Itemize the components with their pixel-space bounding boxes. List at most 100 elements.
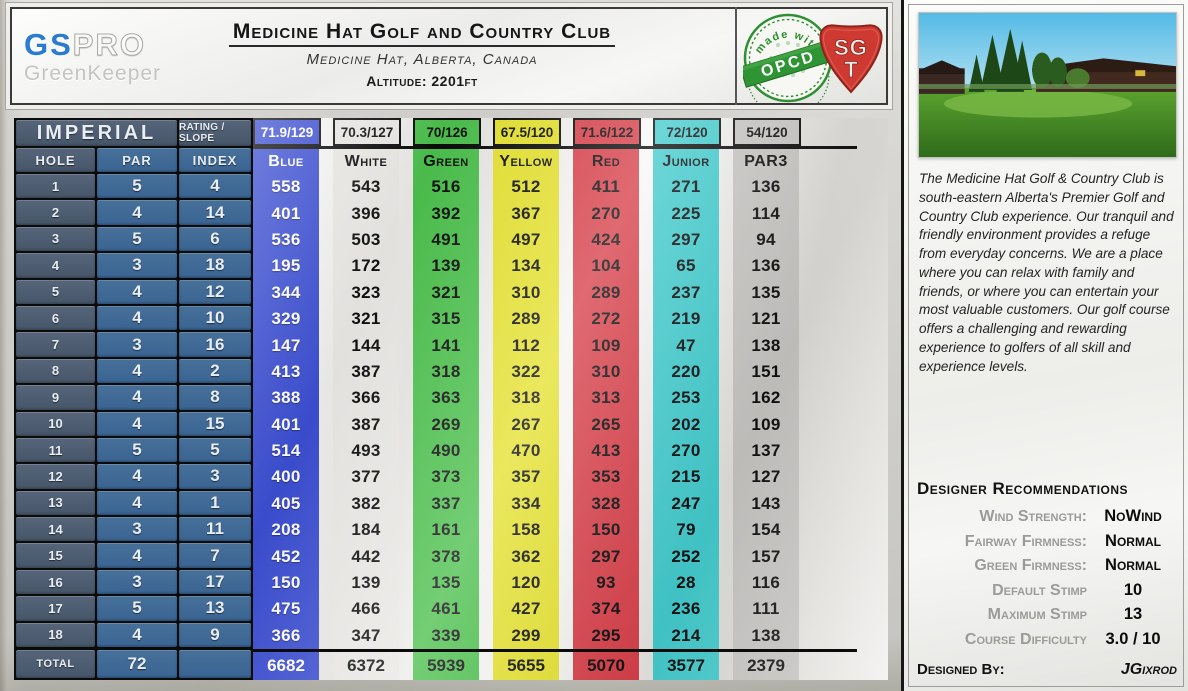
yardage-cell: 466: [351, 599, 381, 619]
yardage-cell: 150: [271, 573, 301, 593]
yardage-cell: 121: [751, 309, 781, 329]
hole-number-cell: 16: [16, 569, 95, 595]
yardage-cell: 141: [431, 335, 461, 355]
tee-column: Junior 271 225 297 65 237 219 47 220 253 202 270 215…: [653, 149, 719, 680]
tee-total-cell: 5939: [427, 656, 465, 676]
index-cell: 8: [179, 385, 251, 410]
yardage-cell: 357: [511, 467, 541, 487]
yardage-cell: 344: [271, 282, 301, 302]
hole-number-cell: 14: [16, 517, 95, 542]
yardage-cell: 475: [271, 599, 301, 619]
yardage-cell: 215: [671, 467, 701, 487]
index-cell: 17: [179, 569, 251, 595]
recommendation-value: NoWind: [1104, 507, 1162, 525]
hole-row: 4 3 18: [16, 253, 251, 278]
recommendation-value: 10: [1123, 580, 1143, 599]
tee-rating-cell: 70.3/127: [333, 118, 401, 146]
designed-by-value: JGixrod: [1120, 661, 1177, 678]
yardage-cell: 138: [751, 335, 781, 355]
scorecard-divider-bottom: [253, 649, 857, 652]
yardage-cell: 442: [351, 546, 381, 566]
yardage-cell: 150: [591, 520, 621, 540]
yardage-cell: 267: [511, 414, 541, 434]
course-description: The Medicine Hat Golf & Country Club is …: [919, 171, 1174, 374]
tee-column: Yellow 512 367 497 134 310 289 112 322 318 267 470 3…: [493, 149, 559, 680]
yardage-cell: 271: [671, 177, 701, 197]
tee-total-cell: 2379: [747, 656, 785, 676]
yardage-cell: 337: [431, 493, 461, 513]
yardage-cell: 272: [591, 309, 621, 329]
yardage-cell: 382: [351, 493, 381, 513]
yardage-cell: 512: [511, 177, 541, 197]
tee-total-cell: 6372: [347, 656, 385, 676]
index-cell: 1: [179, 490, 251, 516]
recommendation-value: Normal: [1105, 556, 1161, 574]
yardage-cell: 321: [351, 309, 381, 329]
recommendation-label: Wind Strength:: [979, 508, 1087, 525]
total-index-cell: [179, 650, 251, 679]
yardage-cell: 138: [751, 625, 781, 645]
course-altitude: Altitude: 2201ft: [192, 73, 652, 89]
total-label-cell: TOTAL: [16, 650, 95, 679]
yardage-cell: 366: [351, 388, 381, 408]
yardage-cell: 353: [591, 467, 621, 487]
yardage-cell: 195: [271, 256, 301, 276]
yardage-cell: 313: [591, 388, 621, 408]
tee-column: White 543 396 503 172 323 321 144 387 366 387 493 37…: [333, 149, 399, 680]
total-row: TOTAL 72: [16, 650, 251, 679]
par-cell: 4: [97, 358, 177, 384]
yardage-cell: 94: [756, 229, 776, 249]
designer-recommendations-list: Wind Strength: NoWind Fairway Firmness: Nor…: [917, 507, 1179, 654]
yardage-cell: 184: [351, 520, 381, 540]
yardage-cell: 378: [431, 546, 461, 566]
yardage-cell: 157: [751, 546, 781, 566]
yardage-cell: 310: [591, 361, 621, 381]
hole-row: 12 4 3: [16, 464, 251, 489]
yardage-cell: 28: [676, 573, 696, 593]
index-cell: 5: [179, 437, 251, 463]
index-cell: 11: [179, 517, 251, 542]
recommendation-label: Course Difficulty: [964, 630, 1087, 648]
yardage-cell: 270: [671, 441, 701, 461]
index-cell: 13: [179, 596, 251, 621]
yardage-cell: 413: [271, 361, 301, 381]
yardage-cell: 139: [351, 573, 381, 593]
recommendation-row: Fairway Firmness: Normal: [917, 532, 1179, 557]
yardage-cell: 347: [351, 625, 381, 645]
yardage-cell: 143: [751, 493, 781, 513]
hole-number-cell: 7: [16, 332, 95, 357]
sgt-logo-sg: SG: [834, 35, 868, 60]
recommendation-row: Course Difficulty 3.0 / 10: [917, 630, 1179, 655]
yardage-cell: 299: [511, 625, 541, 645]
par-cell: 4: [97, 200, 177, 225]
par-cell: 3: [97, 569, 177, 595]
yardage-cell: 516: [431, 177, 461, 197]
gspro-logo-text: GSPRO: [24, 29, 161, 61]
tee-total-cell: 6682: [267, 656, 305, 676]
altitude-value: 2201ft: [431, 73, 478, 89]
scorecard-header-row: IMPERIAL RATING / SLOPE: [16, 120, 251, 146]
tee-name-cell: Green: [423, 152, 469, 170]
tee-name-cell: Red: [591, 152, 621, 170]
index-cell: 3: [179, 464, 251, 489]
scorecard-table: IMPERIAL RATING / SLOPE HOLE PAR INDEX 1 5 4 2 4 1…: [14, 118, 888, 680]
hole-number-cell: 2: [16, 200, 95, 225]
hole-row: 14 3 11: [16, 517, 251, 542]
yardage-cell: 427: [511, 599, 541, 619]
yardage-cell: 322: [511, 361, 541, 381]
yardage-cell: 253: [671, 388, 701, 408]
par-cell: 5: [97, 174, 177, 199]
yardage-cell: 536: [271, 229, 301, 249]
yardage-cell: 154: [751, 520, 781, 540]
header-panel: GSPRO GreenKeeper Medicine Hat Golf and …: [10, 7, 888, 105]
yardage-cell: 452: [271, 546, 301, 566]
yardage-cell: 136: [751, 177, 781, 197]
hole-row: 13 4 1: [16, 490, 251, 516]
yardage-cell: 269: [431, 414, 461, 434]
tee-total-cell: 5655: [507, 656, 545, 676]
yardage-cell: 315: [431, 309, 461, 329]
